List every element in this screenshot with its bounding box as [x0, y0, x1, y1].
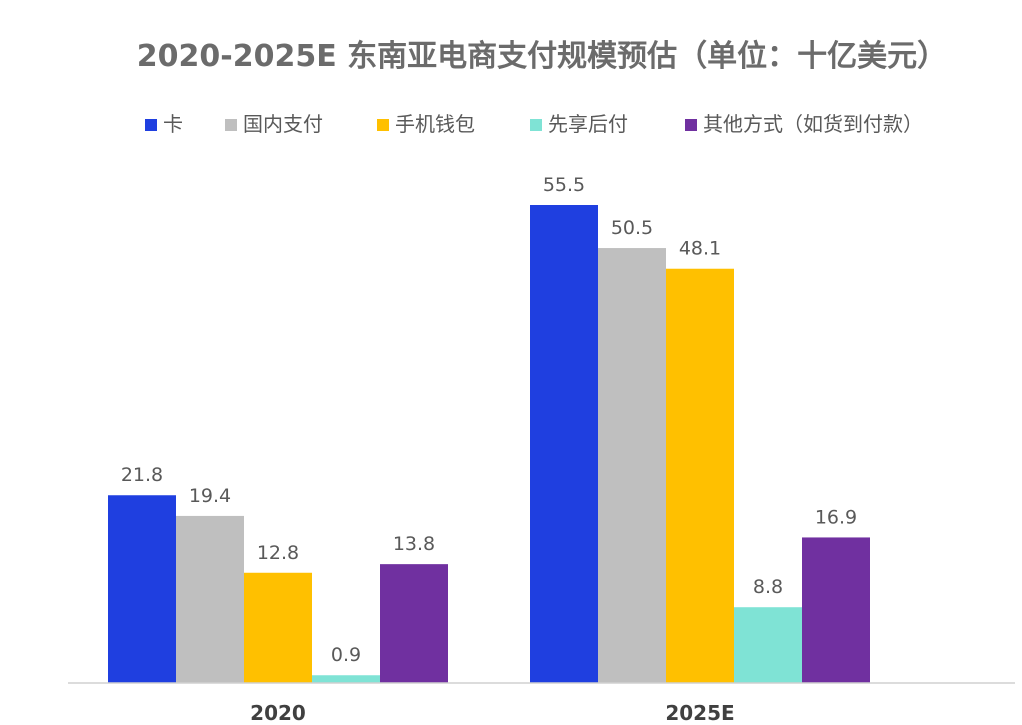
bar-0-4: [380, 564, 448, 683]
legend-label-2: 手机钱包: [395, 112, 475, 136]
legend-swatch-2: [377, 119, 389, 131]
legend-swatch-4: [685, 119, 697, 131]
legend: 卡 国内支付 手机钱包 先享后付 其他方式（如货到付款）: [145, 112, 923, 136]
bar-0-3: [312, 675, 380, 683]
data-label-1-4: 16.9: [815, 506, 857, 528]
bar-1-0: [530, 205, 598, 683]
data-label-0-1: 19.4: [189, 485, 231, 507]
data-label-0-2: 12.8: [257, 542, 299, 564]
bar-0-1: [176, 515, 244, 683]
legend-label-3: 先享后付: [548, 112, 628, 136]
legend-label-0: 卡: [163, 112, 183, 136]
bar-1-3: [734, 607, 802, 683]
bars: [108, 205, 870, 684]
category-labels: 2020 2025E: [250, 701, 735, 725]
data-labels: 21.8 19.4 12.8 0.9 13.8 55.5 50.5 48.1 8.8 16.9: [121, 174, 857, 666]
legend-label-4: 其他方式（如货到付款）: [703, 112, 923, 136]
data-label-1-3: 8.8: [753, 576, 783, 598]
legend-swatch-1: [225, 119, 237, 131]
legend-swatch-0: [145, 119, 157, 131]
legend-label-1: 国内支付: [243, 112, 323, 136]
bar-1-2: [666, 268, 734, 683]
category-label-0: 2020: [250, 701, 306, 725]
data-label-0-4: 13.8: [393, 533, 435, 555]
data-label-1-2: 48.1: [679, 238, 721, 260]
data-label-0-3: 0.9: [331, 644, 361, 666]
data-label-0-0: 21.8: [121, 464, 163, 486]
legend-swatch-3: [530, 119, 542, 131]
bar-1-1: [598, 248, 666, 684]
bar-1-4: [802, 537, 870, 683]
bar-0-0: [108, 495, 176, 683]
chart-title: 2020-2025E 东南亚电商支付规模预估（单位：十亿美元）: [137, 39, 947, 74]
bar-0-2: [244, 572, 312, 683]
category-label-1: 2025E: [665, 701, 734, 725]
data-label-1-1: 50.5: [611, 217, 653, 239]
data-label-1-0: 55.5: [543, 174, 585, 196]
